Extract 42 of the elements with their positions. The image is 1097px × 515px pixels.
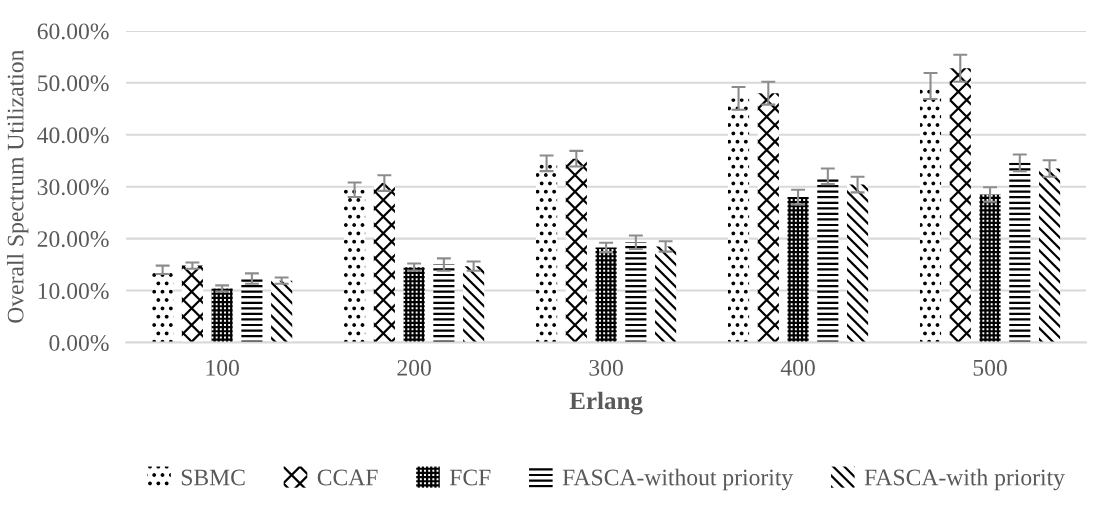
bar [655,246,677,343]
x-axis-title: Erlang [569,391,643,415]
bar [463,266,485,343]
bar [847,184,869,343]
x-tick-label: 200 [397,359,431,376]
bar [757,93,779,343]
x-tick-label: 100 [206,359,239,376]
bar [211,288,233,343]
x-tick-label: 300 [589,359,623,376]
bar [181,265,203,343]
bar [536,163,558,343]
y-tick-label: 10.00% [38,283,109,300]
bar [344,189,366,343]
legend-label: CCAF [317,469,378,486]
bar [979,194,1001,343]
bar [787,197,809,343]
bar [1039,168,1061,343]
legend-label: SBMC [181,469,245,486]
bar [1009,162,1031,343]
y-tick-label: 20.00% [37,231,109,248]
legend-label: FASCA-with priority [864,468,1065,491]
bar [595,247,617,343]
y-axis-title: Overall Spectrum Utilization [6,50,29,323]
y-tick-label: 0.00% [49,334,109,351]
bar [565,158,587,343]
x-tick-label: 500 [973,359,1007,376]
x-tick-label: 400 [780,359,815,376]
y-tick-label: 30.00% [37,179,109,196]
bar [817,176,839,343]
bar [403,267,425,343]
bar [728,98,750,343]
y-tick-label: 40.00% [37,127,109,144]
legend-label: FCF [449,469,491,486]
bar [241,278,263,343]
bar [625,242,647,343]
bar [949,68,971,343]
bar [373,183,395,343]
legend-label: FASCA-without priority [562,468,794,491]
bar [271,280,293,343]
y-tick-label: 50.00% [38,75,109,92]
y-tick-label: 60.00% [37,23,109,40]
bar [433,264,455,343]
